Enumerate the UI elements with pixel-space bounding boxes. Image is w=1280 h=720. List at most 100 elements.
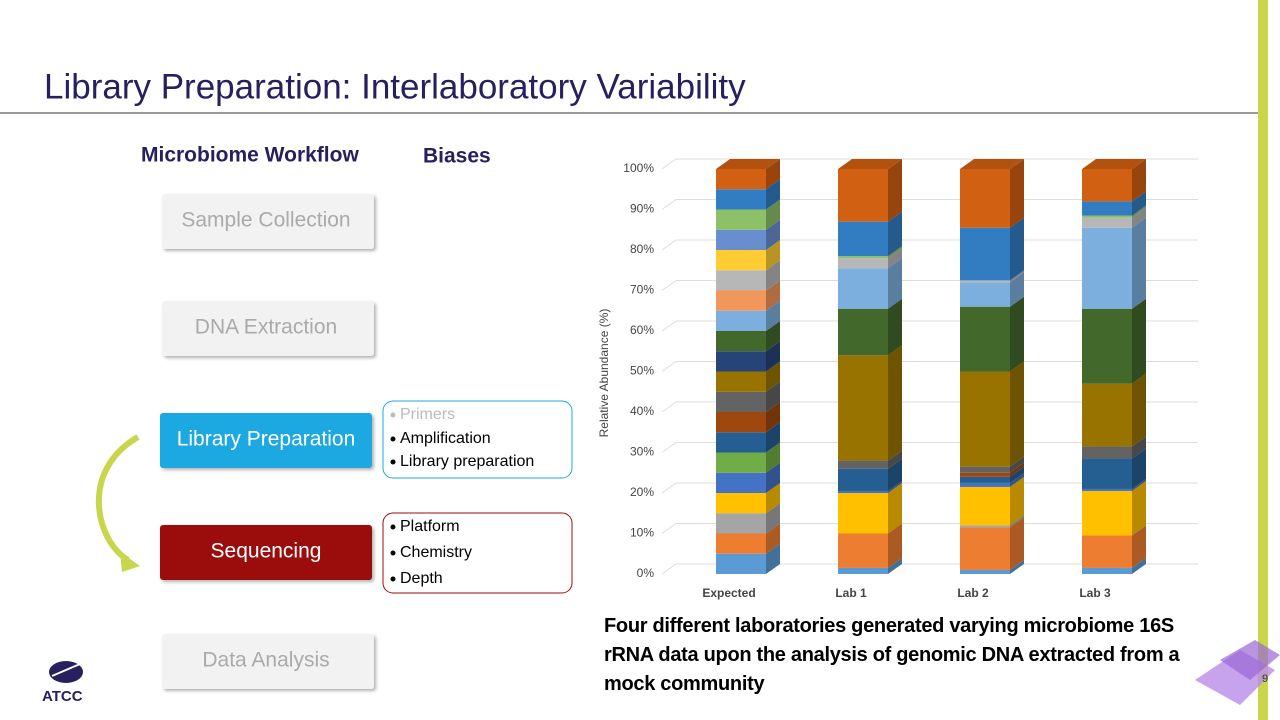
bar-segment (838, 308, 888, 356)
bar-segment (838, 268, 888, 309)
bar-segment (960, 306, 1010, 372)
bar-segment (838, 221, 888, 257)
x-tick-label: Lab 3 (1079, 586, 1111, 600)
bar-segment (716, 189, 766, 210)
step-label: Library Preparation (177, 428, 356, 451)
step-label: Sequencing (211, 540, 322, 563)
bar-side (888, 458, 902, 491)
bar-side (1132, 298, 1146, 384)
bar-segment (1082, 227, 1132, 309)
bar-side (766, 240, 780, 271)
bar-side (1010, 272, 1024, 307)
bar-top (716, 159, 780, 169)
bar-segment (716, 513, 766, 534)
bar-segment (716, 553, 766, 574)
bar-segment (716, 472, 766, 493)
x-tick-label: Lab 1 (835, 586, 867, 600)
chart: Relative Abundance (%) 0% 10% 20% 30% 40% 50%… (597, 158, 1198, 600)
bar-segment (838, 567, 888, 574)
bar-side (888, 211, 902, 257)
bar-side (1132, 525, 1146, 568)
bar-segment (716, 371, 766, 392)
bar-side (1010, 361, 1024, 467)
bar-segment (960, 280, 1010, 283)
bar-side (1132, 480, 1146, 536)
grid-floor (661, 401, 677, 413)
bar-side (888, 159, 902, 222)
bar-segment (716, 452, 766, 473)
bar-segment (1082, 488, 1132, 491)
grid-floor (661, 280, 677, 291)
bar-side (766, 341, 780, 372)
bar-segment (838, 493, 888, 534)
bar-side (1132, 478, 1146, 491)
step-box (160, 413, 372, 468)
bar-segment (716, 209, 766, 230)
biases: Primers Amplification Library preparatio… (382, 400, 573, 594)
bar-segment (1082, 383, 1132, 447)
y-axis-label: Relative Abundance (%) (597, 309, 611, 438)
bar-side (1132, 159, 1146, 202)
bar-segment (716, 270, 766, 291)
grid-floor (661, 199, 677, 210)
step-label: DNA Extraction (195, 316, 337, 339)
step-box (162, 634, 374, 689)
logo-text: ATCC (42, 688, 83, 705)
bar-segment (1082, 215, 1132, 218)
grid-floor (661, 158, 677, 170)
y-tick-label: 10% (630, 526, 654, 540)
grid-floor (661, 361, 677, 372)
bar-side (1132, 436, 1146, 459)
step-box (160, 525, 372, 580)
slide-title: Library Preparation: Interlaboratory Var… (44, 67, 746, 106)
bar-segment (838, 460, 888, 469)
bar-side (766, 442, 780, 473)
bias-item: Primers (400, 406, 455, 423)
step-box (162, 194, 374, 249)
page-number: 9 (1262, 673, 1268, 685)
bullet (390, 576, 396, 582)
bar-side (1010, 472, 1024, 487)
bar-segment (716, 432, 766, 453)
bullet (390, 412, 396, 418)
bar-side (1010, 462, 1024, 477)
bar-side (766, 462, 780, 493)
bar-segment (1082, 201, 1132, 216)
bar-segment (838, 533, 888, 568)
bar-segment (838, 468, 888, 491)
bar-segment (960, 486, 1010, 526)
bar-side (766, 361, 780, 392)
bar-segment (960, 169, 1010, 228)
bar-side (766, 381, 780, 412)
bar-segment (1082, 446, 1132, 459)
y-tick-label: 0% (637, 566, 655, 580)
bar-side (1010, 456, 1024, 473)
bar-side (766, 402, 780, 433)
bar-side (1132, 217, 1146, 309)
bar-segment (838, 256, 888, 259)
bar-side (766, 199, 780, 230)
y-tick-label: 80% (630, 242, 654, 256)
grid-floor (661, 563, 677, 575)
bar-side (1010, 296, 1024, 372)
bar-side (888, 450, 902, 469)
bar-side (888, 345, 902, 461)
bar-side (766, 422, 780, 453)
bar-side (1010, 476, 1024, 526)
bar-side (888, 246, 902, 259)
step-label: Data Analysis (202, 649, 329, 672)
bar-side (888, 480, 902, 493)
bar-segment (960, 569, 1010, 574)
bar-side (1010, 270, 1024, 283)
y-tick-label: 30% (630, 445, 654, 459)
bar-segment (716, 412, 766, 433)
bar-segment (838, 490, 888, 493)
bullet (390, 459, 396, 465)
grid-floor (661, 482, 677, 494)
bar-side (1132, 448, 1146, 489)
bar-side (888, 258, 902, 309)
bar-segment (716, 229, 766, 250)
bar-segment (960, 527, 1010, 570)
bar-top (838, 159, 902, 169)
